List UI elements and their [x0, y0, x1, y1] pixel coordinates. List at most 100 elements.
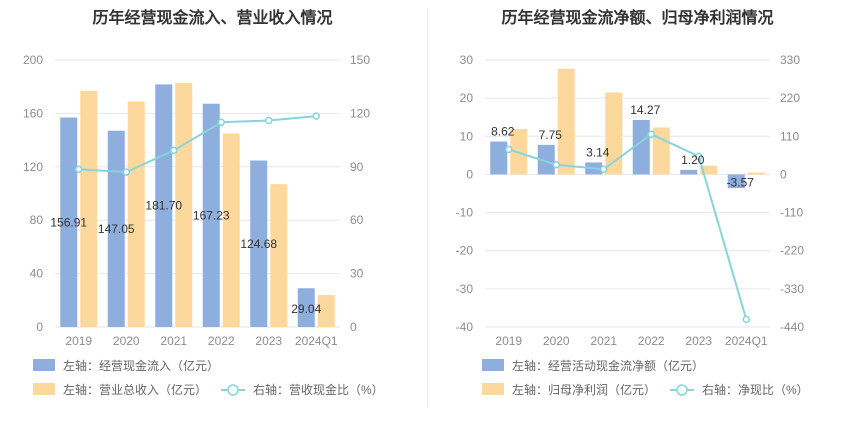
right-axis-tick: 0 [350, 320, 357, 334]
x-axis-tick: 2024Q1 [725, 334, 768, 348]
bar-data-label: 1.20 [681, 153, 705, 167]
bar-secondary [652, 127, 670, 175]
net-cashflow-profit-chart: -40 -30 -20 -10 0 10 20 30 -440 -330 -220 -110 0 110 2… [456, 53, 809, 397]
bar-data-label: 167.23 [193, 208, 230, 222]
bar-data-label: -3.57 [727, 175, 755, 189]
x-axis-tick: 2022 [208, 334, 235, 348]
legend-label: 左轴：归母净利润（亿元） [512, 382, 656, 397]
bar-secondary [557, 68, 575, 175]
right-axis-tick: 110 [780, 129, 799, 143]
bar-primary [60, 117, 78, 327]
right-axis-tick: -330 [780, 282, 804, 296]
x-axis-tick: 2019 [495, 334, 522, 348]
ratio-point [75, 165, 83, 174]
bar-primary [250, 160, 268, 327]
legend-swatch-bar-primary [482, 359, 504, 371]
ratio-line [78, 115, 317, 174]
bar-data-label: 124.68 [240, 237, 277, 251]
legend-swatch-bar-secondary [33, 383, 55, 395]
left-axis-tick: -20 [456, 244, 474, 258]
right-axis-tick: -440 [780, 320, 804, 334]
ratio-point [742, 315, 750, 324]
left-axis-tick: -30 [456, 282, 474, 296]
bar-data-label: 181.70 [145, 199, 182, 213]
left-axis-tick: 200 [23, 53, 43, 67]
bar-data-label: 156.91 [50, 215, 87, 229]
x-axis-tick: 2024Q1 [295, 334, 338, 348]
ratio-point [122, 168, 130, 176]
bar-data-label: 8.62 [491, 125, 515, 139]
ratio-line [508, 133, 748, 320]
x-axis-tick: 2019 [65, 334, 92, 348]
left-chart-panel: 历年经营现金流入、营业收入情况 0 40 80 120 160 200 0 30 60 90 120… [23, 10, 384, 397]
left-axis-tick: 20 [460, 91, 474, 105]
bar-data-label: 14.27 [630, 103, 660, 117]
bar-data-label: 3.14 [586, 145, 610, 159]
ratio-point [312, 112, 320, 120]
legend-swatch-line-marker [227, 384, 239, 396]
left-axis-tick: 160 [23, 106, 43, 120]
bar-primary [107, 130, 125, 327]
legend-label: 右轴：营收现金比（%） [253, 382, 384, 397]
right-axis-tick: 330 [780, 53, 800, 67]
bar-secondary [317, 294, 335, 327]
x-axis-tick: 2023 [685, 334, 712, 348]
right-axis-tick: 60 [350, 213, 364, 227]
bar-secondary [747, 172, 765, 175]
x-axis-tick: 2022 [638, 334, 665, 348]
bar-primary [490, 141, 508, 175]
x-axis-tick: 2021 [160, 334, 187, 348]
left-axis-tick: -10 [456, 206, 474, 220]
bar-data-label: 7.75 [539, 128, 563, 142]
right-axis-tick: 30 [350, 267, 364, 281]
bar-primary [632, 119, 650, 175]
left-axis-tick: 120 [23, 160, 43, 174]
right-axis-tick: -220 [780, 244, 804, 258]
legend-label: 左轴：经营活动现金流净额（亿元） [512, 358, 704, 373]
bar-secondary [270, 184, 288, 327]
bar-primary [680, 169, 698, 175]
bar-secondary [605, 92, 623, 175]
legend-label: 左轴：经营现金流入（亿元） [63, 358, 219, 373]
legend-label: 右轴：净现比（%） [702, 382, 809, 397]
right-chart-panel: 历年经营现金流净额、归母净利润情况 -40 -30 -20 -10 0 10 20 30 -44… [425, 0, 850, 437]
right-axis-tick: 0 [780, 167, 787, 181]
chart-title: 历年经营现金流净额、归母净利润情况 [501, 10, 774, 27]
legend-swatch-line-marker [676, 384, 688, 396]
right-axis-tick: 120 [350, 106, 370, 120]
right-axis-tick: 90 [350, 160, 364, 174]
left-axis-tick: 0 [36, 320, 43, 334]
right-axis-tick: -110 [780, 206, 803, 220]
left-axis-tick: 0 [466, 167, 473, 181]
bar-primary [537, 144, 555, 175]
bar-primary [155, 84, 173, 327]
right-axis-tick: 150 [350, 53, 370, 67]
legend-swatch-bar-secondary [482, 383, 504, 395]
bar-secondary [127, 101, 145, 327]
right-axis-tick: 220 [780, 91, 800, 105]
ratio-point [647, 130, 655, 138]
x-axis-tick: 2020 [543, 334, 570, 348]
ratio-point [695, 152, 703, 161]
bar-secondary [175, 82, 193, 327]
bar-secondary [222, 133, 240, 327]
bar-data-label: 147.05 [98, 222, 135, 236]
ratio-point [265, 116, 273, 125]
bar-secondary [700, 165, 718, 175]
bar-primary [297, 288, 315, 327]
bar-primary [202, 103, 220, 327]
x-axis-tick: 2020 [113, 334, 140, 348]
x-axis-tick: 2021 [590, 334, 617, 348]
left-axis-tick: 10 [460, 129, 474, 143]
chart-title: 历年经营现金流入、营业收入情况 [92, 10, 333, 27]
x-axis-tick: 2023 [255, 334, 282, 348]
left-axis-tick: -40 [456, 320, 474, 334]
left-axis-tick: 40 [30, 267, 44, 281]
ratio-point [217, 118, 225, 127]
legend-label: 左轴：营业总收入（亿元） [63, 382, 207, 397]
ratio-point [505, 145, 513, 154]
bar-data-label: 29.04 [291, 302, 321, 316]
left-axis-tick: 30 [460, 53, 474, 67]
cash-inflow-revenue-chart: 0 40 80 120 160 200 0 30 60 90 120 150 2019 2020 2021 2… [23, 53, 384, 397]
left-axis-tick: 80 [30, 213, 44, 227]
